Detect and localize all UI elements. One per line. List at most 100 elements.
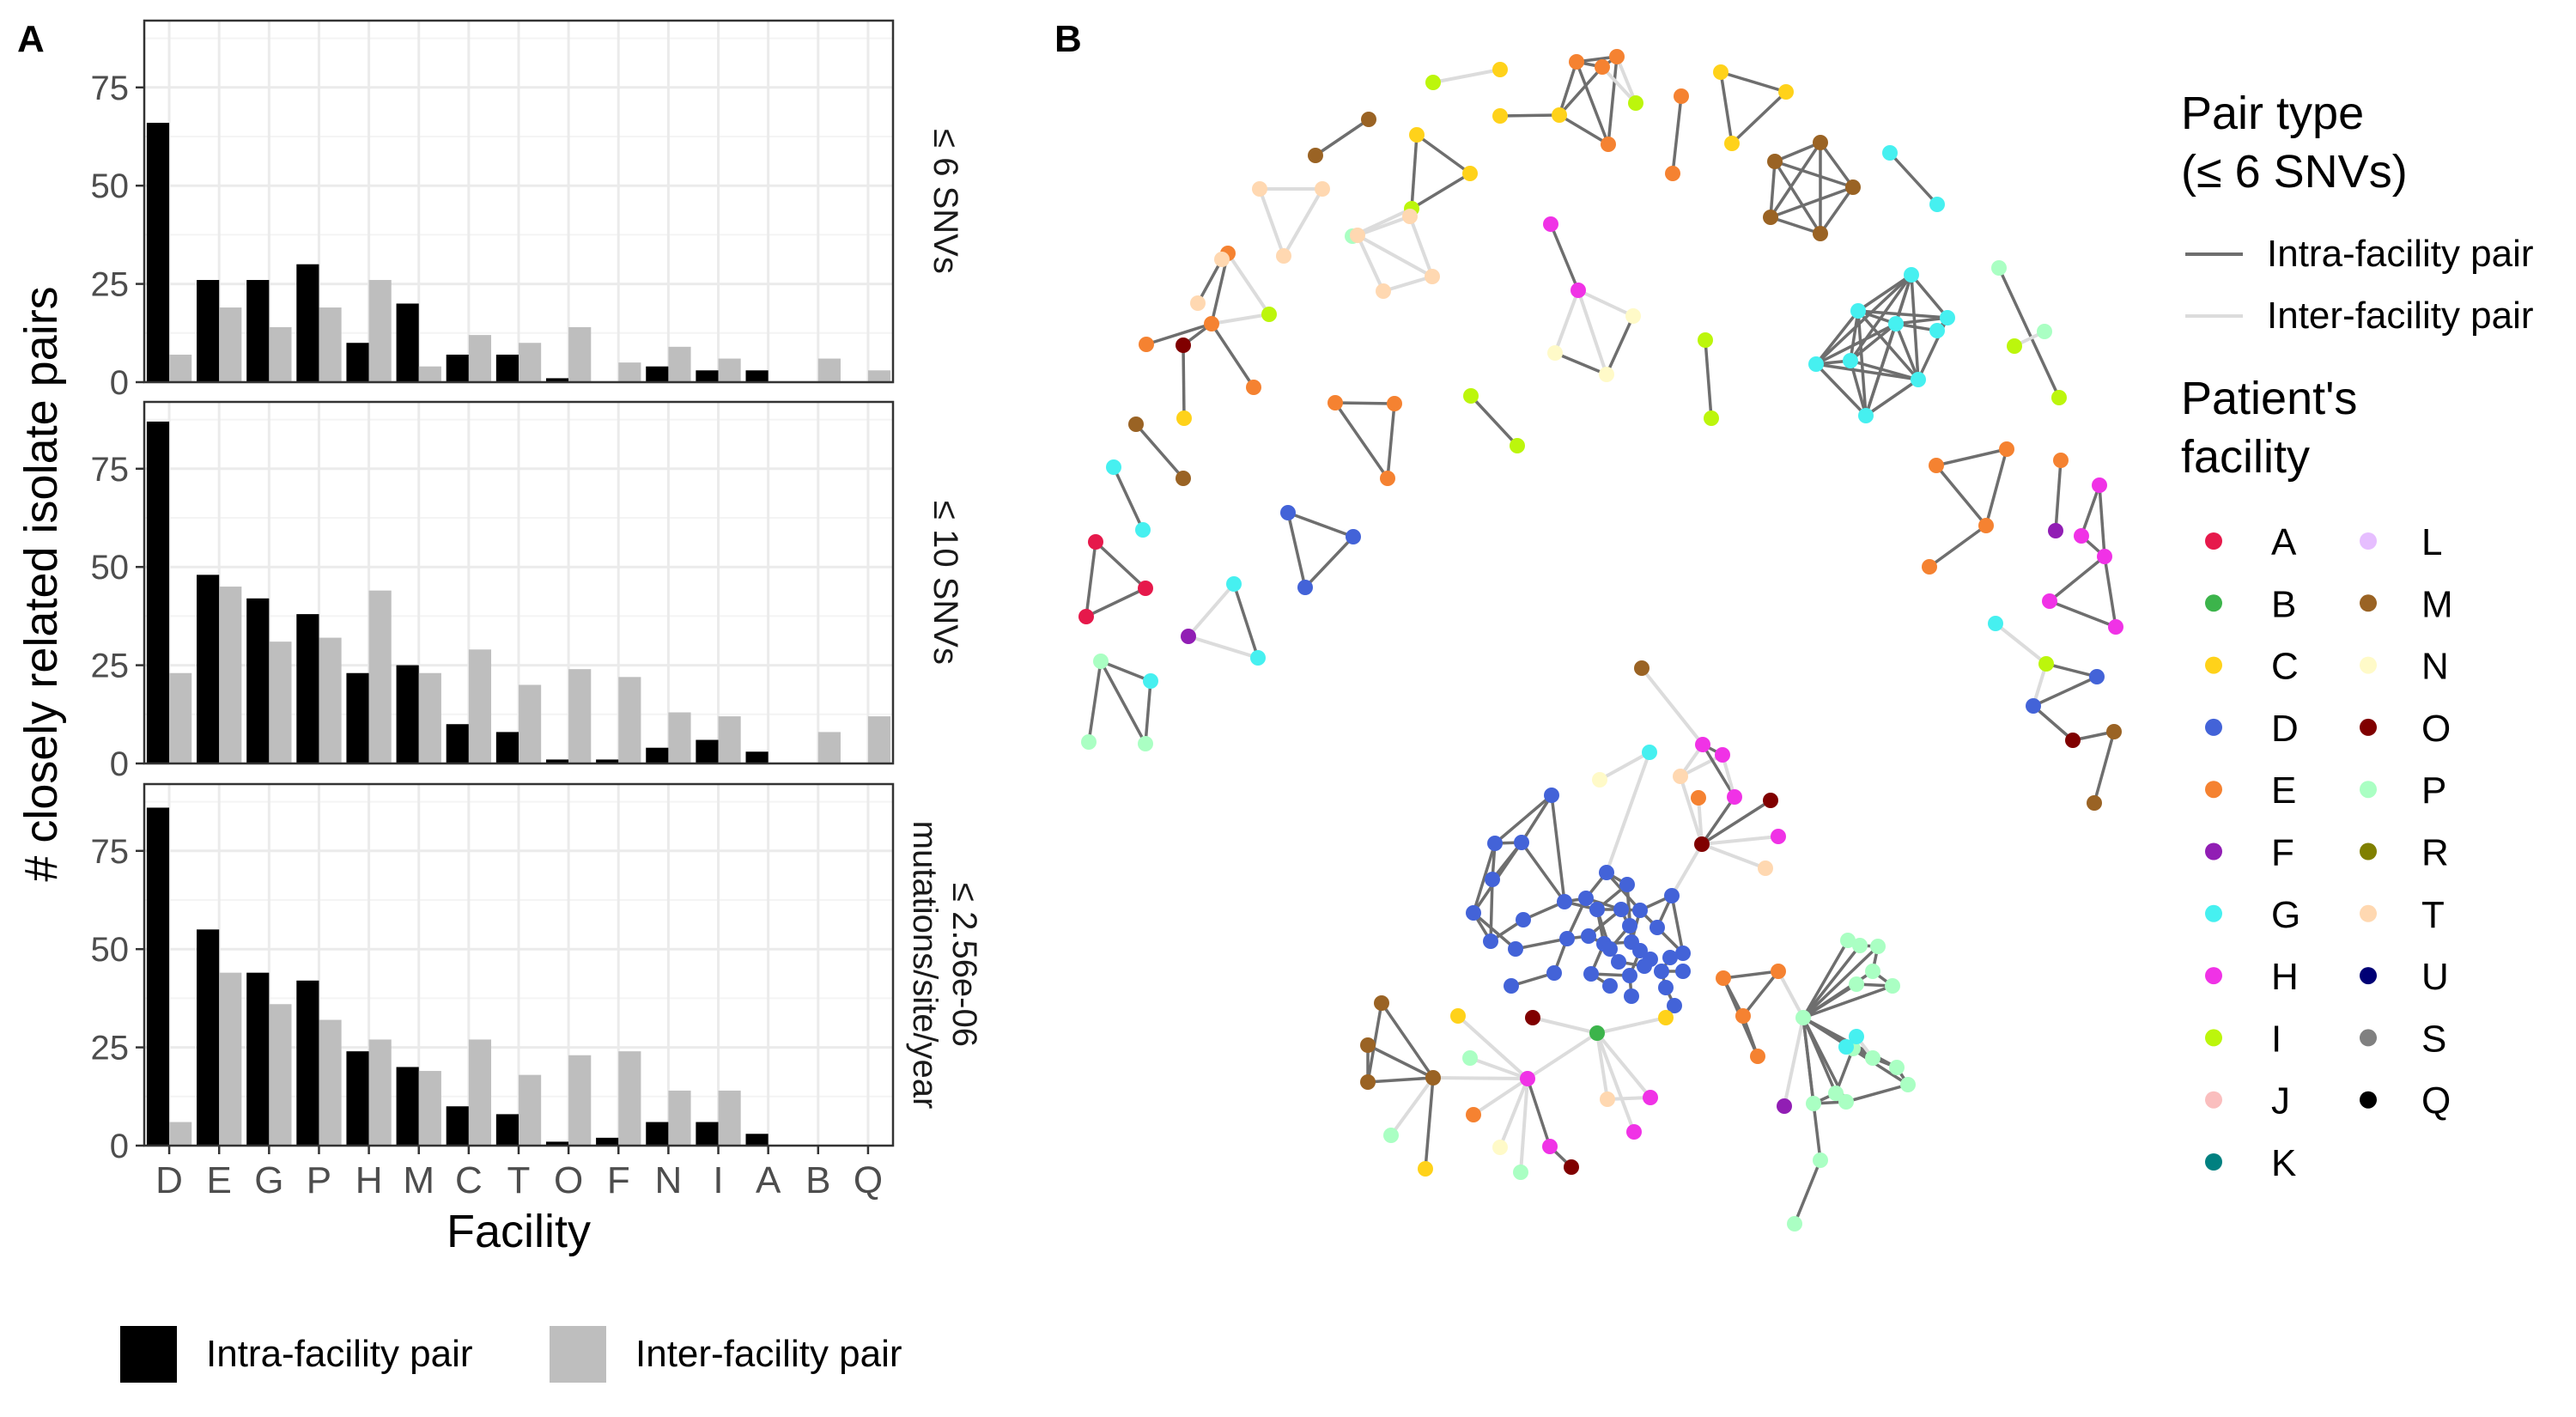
intra-facility-edge (1087, 660, 1103, 743)
legend-pair-title-line2: (≤ 6 SNVs) (2181, 146, 2408, 198)
node-facility-C (1658, 1010, 1674, 1025)
node-facility-G (1106, 459, 1121, 475)
intra-facility-edge (1849, 322, 1898, 362)
y-tick-label: 25 (91, 648, 130, 685)
node-facility-C (1409, 127, 1425, 143)
node-facility-G (1843, 353, 1858, 368)
bar-intra-T (495, 1114, 519, 1146)
intra-facility-edge (1182, 344, 1186, 419)
node-facility-E (1139, 337, 1154, 352)
node-facility-P (1852, 938, 1868, 953)
bar-intra-H (346, 1051, 369, 1146)
legend-facility-Q: Q (2421, 1080, 2451, 1122)
node-facility-D (1675, 946, 1691, 961)
node-facility-D (1613, 902, 1629, 917)
inter-facility-edge (1640, 666, 1704, 746)
intra-facility-edge (1094, 540, 1147, 590)
intra-facility-edge (1607, 56, 1619, 145)
node-facility-P (2037, 324, 2052, 339)
node-facility-E (1466, 1107, 1481, 1122)
intra-facility-edge (1769, 142, 1822, 218)
node-facility-E (1569, 54, 1584, 70)
intra-facility-edge (2093, 731, 2116, 804)
inter-facility-edge (1432, 68, 1501, 84)
bar-inter-T (519, 343, 542, 382)
node-facility-D (2089, 669, 2105, 684)
bar-intra-E (197, 929, 220, 1146)
facet-3: 0 25 50 75 ≤ 2.56e-06mutations/site/year (91, 782, 983, 1165)
intra-facility-edge (1134, 423, 1185, 480)
legend-facility-R: R (2421, 832, 2449, 874)
legend-facility-T: T (2421, 894, 2445, 936)
intra-facility-edge (1700, 796, 1736, 845)
node-facility-N (1599, 367, 1614, 382)
node-facility-O (1763, 793, 1778, 808)
y-tick-label: 75 (91, 451, 130, 489)
legend-label-intra: Intra-facility pair (206, 1333, 473, 1375)
intra-facility-edge (1701, 744, 1736, 798)
node-facility-D (1514, 835, 1529, 850)
node-facility-D (1516, 912, 1531, 927)
node-facility-D (1578, 891, 1594, 906)
intra-facility-edge (1085, 587, 1146, 618)
y-tick-label: 50 (91, 167, 130, 205)
panel-label-a: A (17, 18, 45, 60)
network-edges (1084, 55, 2117, 1225)
node-facility-D (1667, 998, 1682, 1013)
node-facility-T (1214, 252, 1230, 267)
node-facility-D (1632, 943, 1648, 958)
legend-facility-title-line1: Patient's (2181, 373, 2357, 424)
node-facility-P (1787, 1216, 1802, 1232)
legend-pair-type: Intra-facility pair Inter-facility pair (120, 1326, 902, 1383)
intra-facility-edge (1769, 161, 1777, 218)
intra-facility-edge (1719, 71, 1734, 144)
intra-facility-edge (2054, 459, 2063, 532)
bar-inter-G (269, 326, 292, 382)
bar-intra-I (696, 739, 719, 763)
inter-facility-edge (1432, 1076, 1528, 1080)
bar-intra-D (146, 122, 170, 382)
bar-inter-B (817, 732, 841, 763)
node-facility-H (2092, 477, 2107, 493)
intra-facility-edge (1099, 660, 1147, 745)
node-facility-H (2097, 549, 2112, 564)
intra-facility-edge (1554, 351, 1607, 376)
legend-pair-title-line1: Pair type (2181, 88, 2364, 139)
legend-facility-G: G (2271, 894, 2300, 936)
node-facility-M (1425, 1070, 1441, 1086)
legend-facility-O: O (2421, 708, 2451, 750)
x-tick-label: P (307, 1159, 331, 1201)
intra-facility-edge (1802, 984, 1893, 1019)
intra-facility-edge (2098, 484, 2106, 557)
intra-facility-edge (1367, 1043, 1434, 1079)
bar-intra-I (696, 1122, 719, 1146)
intra-facility-edge (1493, 794, 1553, 845)
bar-inter-C (468, 649, 492, 763)
intra-facility-edge (1984, 448, 2008, 526)
node-facility-H (1626, 1124, 1642, 1140)
node-facility-D (1611, 954, 1626, 970)
intra-facility-edge (1303, 535, 1355, 589)
facet-strip-label: ≤ 2.56e-06mutations/site/year (906, 821, 983, 1110)
intra-facility-edge (1415, 133, 1472, 175)
intra-facility-edge (1801, 1017, 1822, 1161)
inter-facility-edge (1553, 289, 1580, 354)
intra-facility-edge (1515, 937, 1568, 951)
legend-dot-M (2360, 594, 2377, 612)
x-tick-label: I (713, 1159, 723, 1201)
legend-dot-J (2205, 1091, 2222, 1109)
node-facility-F (2048, 523, 2063, 538)
bar-intra-N (646, 1122, 669, 1146)
intra-facility-edge (1895, 316, 1948, 325)
node-facility-P (1865, 964, 1880, 979)
intra-facility-edge (1857, 309, 1948, 319)
node-facility-G (1988, 616, 2003, 631)
legend-facility-A: A (2271, 521, 2297, 563)
legend-dot-R (2360, 842, 2377, 861)
inter-facility-edge (1595, 1032, 1636, 1133)
node-facility-D (1649, 920, 1665, 935)
bar-intra-M (396, 665, 419, 763)
inter-facility-edge (1701, 842, 1766, 870)
node-facility-P (1828, 1086, 1844, 1101)
